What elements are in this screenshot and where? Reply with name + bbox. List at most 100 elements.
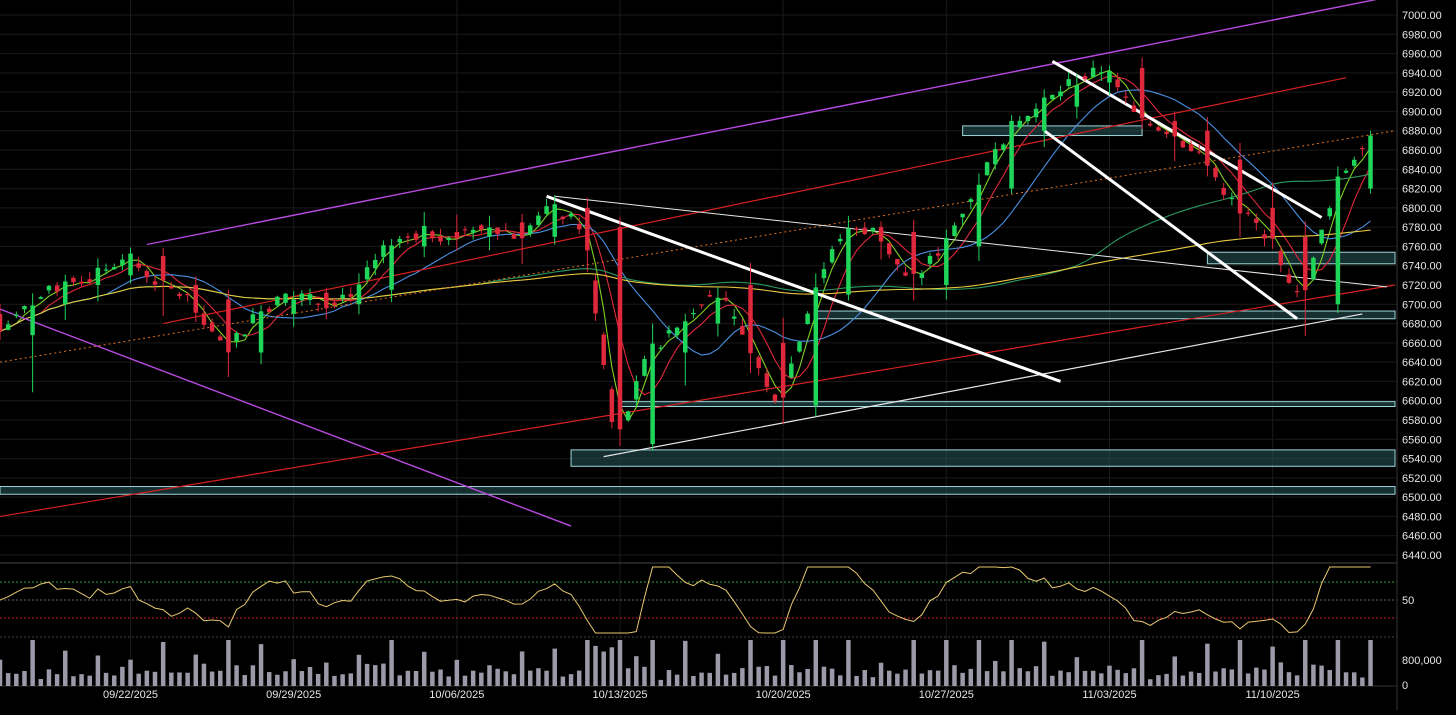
volume-bar bbox=[617, 640, 623, 686]
price-tick-label: 6940.00 bbox=[1402, 68, 1442, 80]
ma-long-line bbox=[0, 173, 1371, 332]
volume-bar bbox=[568, 674, 574, 686]
volume-bar bbox=[30, 640, 35, 686]
candle-body bbox=[152, 281, 158, 285]
volume-bar bbox=[642, 666, 647, 686]
volume-bar bbox=[797, 672, 802, 686]
candle-body bbox=[1205, 130, 1210, 166]
candle-body bbox=[356, 284, 362, 305]
candle-body bbox=[568, 213, 574, 217]
price-tick-label: 6840.00 bbox=[1402, 164, 1442, 176]
volume-bar bbox=[226, 640, 231, 686]
orange-dotted-line bbox=[0, 130, 1396, 363]
candle-body bbox=[299, 293, 305, 301]
candle-body bbox=[454, 231, 460, 239]
volume-bar bbox=[723, 674, 729, 686]
candle-body bbox=[650, 343, 655, 445]
volume-bar bbox=[193, 654, 199, 686]
candle-body bbox=[1090, 67, 1096, 78]
candle-body bbox=[1294, 291, 1300, 293]
price-tick-label: 6700.00 bbox=[1402, 299, 1442, 311]
volume-bar bbox=[634, 656, 639, 686]
candle-body bbox=[169, 286, 174, 289]
candle-body bbox=[1237, 159, 1243, 214]
candle-body bbox=[1278, 250, 1284, 266]
price-tick-label: 6560.00 bbox=[1402, 434, 1442, 446]
price-tick-label: 6600.00 bbox=[1402, 396, 1442, 408]
volume-bar bbox=[821, 666, 827, 686]
candle-body bbox=[234, 333, 239, 342]
rsi-panel: 50 bbox=[0, 562, 1414, 638]
candle-body bbox=[511, 234, 517, 239]
date-tick-label: 11/10/2025 bbox=[1246, 689, 1300, 701]
date-tick-label: 11/03/2025 bbox=[1082, 689, 1136, 701]
candle-body bbox=[193, 285, 199, 313]
lower-channel-line bbox=[0, 308, 572, 527]
volume-bar bbox=[1123, 673, 1129, 686]
candle-body bbox=[144, 271, 150, 278]
candle-body bbox=[748, 285, 753, 354]
candle-body bbox=[715, 297, 721, 324]
volume-bar bbox=[389, 640, 394, 686]
volume-bar bbox=[528, 670, 533, 686]
candle-body bbox=[895, 259, 900, 265]
volume-bar bbox=[14, 673, 19, 686]
volume-bar bbox=[993, 660, 998, 686]
candle-body bbox=[291, 299, 296, 314]
volume-bar bbox=[307, 667, 313, 686]
candle-body bbox=[38, 297, 44, 299]
volume-bar bbox=[1074, 657, 1080, 686]
candle-body bbox=[177, 293, 182, 296]
price-tick-label: 6540.00 bbox=[1402, 454, 1442, 466]
candle-body bbox=[79, 281, 84, 284]
candle-body bbox=[780, 342, 786, 398]
red-channel-lower bbox=[0, 284, 1396, 518]
volume-bar bbox=[38, 678, 44, 686]
volume-bar bbox=[666, 670, 672, 686]
volume-bar bbox=[952, 665, 957, 686]
volume-bar bbox=[870, 677, 876, 686]
upper-channel-line bbox=[146, 0, 1378, 246]
volume-bar bbox=[731, 672, 737, 686]
volume-bar bbox=[421, 651, 427, 686]
volume-bar bbox=[454, 659, 460, 686]
volume-bar bbox=[1360, 677, 1365, 686]
volume-bar bbox=[1025, 671, 1031, 686]
candle-body bbox=[658, 347, 664, 349]
candle-body bbox=[1131, 105, 1137, 112]
volume-bar bbox=[1343, 672, 1349, 686]
volume-bar bbox=[1172, 656, 1177, 686]
volume-bar bbox=[805, 668, 810, 686]
volume-bar bbox=[340, 674, 345, 686]
candle-body bbox=[683, 321, 688, 353]
date-tick-label: 10/06/2025 bbox=[429, 689, 484, 701]
volume-bar bbox=[1221, 668, 1226, 686]
candle-body bbox=[764, 373, 770, 387]
candle-body bbox=[1156, 127, 1161, 131]
support-resistance-zones bbox=[0, 125, 1396, 495]
price-tick-label: 6800.00 bbox=[1402, 203, 1442, 215]
candle-body bbox=[348, 294, 354, 297]
rsi-line bbox=[0, 566, 1371, 634]
candle-body bbox=[944, 237, 949, 285]
candle-body bbox=[1107, 71, 1112, 83]
volume-bar bbox=[356, 654, 362, 686]
candle-body bbox=[1074, 85, 1080, 107]
candles bbox=[0, 57, 1373, 451]
candle-body bbox=[691, 312, 696, 315]
price-tick-label: 6960.00 bbox=[1402, 49, 1442, 61]
volume-bar bbox=[160, 641, 166, 686]
candle-body bbox=[46, 285, 52, 291]
candle-body bbox=[1319, 229, 1324, 244]
candle-body bbox=[1229, 197, 1235, 200]
volume-bar bbox=[1237, 640, 1243, 686]
volume-bar bbox=[1229, 669, 1235, 686]
candle-body bbox=[1270, 207, 1275, 239]
volume-bar bbox=[218, 670, 223, 686]
volume-bar bbox=[601, 651, 606, 686]
volume-tick-label: 800,000 bbox=[1402, 655, 1442, 667]
candle-body bbox=[332, 302, 337, 306]
candle-body bbox=[185, 294, 190, 296]
triangle-top-line bbox=[554, 195, 1387, 288]
